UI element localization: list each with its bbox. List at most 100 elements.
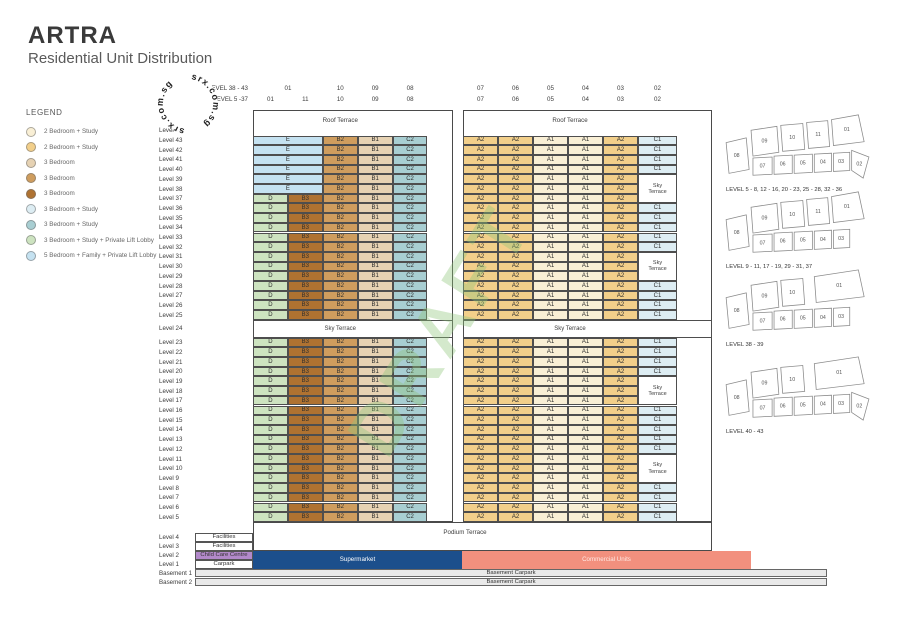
unit-cell-A1: A1 xyxy=(533,271,568,281)
legend-item: 3 Bedroom + Study xyxy=(26,219,98,230)
unit-cell-B1: B1 xyxy=(357,454,393,464)
legend-item: 3 Bedroom xyxy=(26,157,75,168)
unit-cell-A2: A2 xyxy=(498,376,533,387)
plan-unit-outline xyxy=(780,365,806,394)
plan-unit-number: 06 xyxy=(780,317,786,323)
unit-cell-B3: B3 xyxy=(287,222,323,233)
unit-cell-A2: A2 xyxy=(498,271,533,281)
level-label: Level 24 xyxy=(159,324,183,332)
level-label: Level 29 xyxy=(159,272,183,280)
unit-cell-A2: A2 xyxy=(603,502,638,513)
plan-unit-number: 01 xyxy=(844,204,850,210)
unit-cell-C2: C2 xyxy=(392,300,428,311)
unit-cell-C1: C1 xyxy=(638,164,677,175)
unit-cell-A2: A2 xyxy=(603,232,638,243)
plan-unit-number: 01 xyxy=(836,283,842,289)
level-label: Level 23 xyxy=(159,339,183,347)
unit-cell-C2: C2 xyxy=(392,424,428,435)
unit-cell-A2: A2 xyxy=(498,366,533,377)
plan-unit-outline xyxy=(851,391,870,421)
plan-unit-outline xyxy=(813,356,865,390)
unit-cell-A1: A1 xyxy=(568,386,603,396)
stack-number: 11 xyxy=(302,95,309,103)
unit-cell-B3: B3 xyxy=(287,502,323,513)
unit-cell-A1: A1 xyxy=(533,290,568,301)
unit-cell-A1: A1 xyxy=(568,463,603,474)
unit-cell-B2: B2 xyxy=(322,242,358,252)
level-label: Basement 2 xyxy=(159,578,193,586)
legend-item-label: 2 Bedroom + Study xyxy=(44,128,99,135)
unit-cell-C1: C1 xyxy=(638,444,677,454)
stack-number: 06 xyxy=(512,84,519,92)
plan-unit-number: 11 xyxy=(815,132,821,138)
level-label: Level 8 xyxy=(159,484,179,492)
unit-cell-A1: A1 xyxy=(533,261,568,272)
unit-cell-C1: C1 xyxy=(638,424,677,435)
unit-cell-B1: B1 xyxy=(357,300,393,311)
unit-cell-A2: A2 xyxy=(498,415,533,425)
floor-plan-caption: LEVEL 9 - 11, 17 - 19, 29 - 31, 37 xyxy=(726,264,813,270)
unit-cell-A2: A2 xyxy=(498,473,533,484)
unit-cell-C1: C1 xyxy=(638,405,677,416)
unit-cell-A1: A1 xyxy=(533,213,568,223)
unit-cell-A2: A2 xyxy=(498,310,533,320)
plan-unit-outline xyxy=(851,149,870,179)
level-label: Level 34 xyxy=(159,224,183,232)
unit-cell-A1: A1 xyxy=(533,386,568,396)
unit-cell-A1: A1 xyxy=(568,424,603,435)
unit-cell-A2: A2 xyxy=(463,281,498,291)
unit-cell-B2: B2 xyxy=(322,463,358,474)
unit-cell-A1: A1 xyxy=(533,415,568,425)
legend-swatch-B3 xyxy=(26,188,36,199)
plan-unit-outline xyxy=(752,311,773,331)
unit-cell-B2: B2 xyxy=(322,483,358,493)
unit-cell-E: E xyxy=(253,154,323,165)
floor-plan: 08 09 10 01 07 06 05 04 03 LEVEL 38 - 39 xyxy=(722,267,878,348)
unit-cell-B2: B2 xyxy=(322,281,358,291)
unit-cell-A2: A2 xyxy=(603,337,638,348)
unit-cell-C2: C2 xyxy=(392,347,428,357)
unit-cell-D: D xyxy=(253,357,288,367)
plan-unit-number: 07 xyxy=(760,241,766,247)
unit-cell-C1: C1 xyxy=(638,213,677,223)
unit-cell-C2: C2 xyxy=(392,444,428,454)
unit-cell-A2: A2 xyxy=(603,473,638,484)
plan-unit-number: 05 xyxy=(800,403,806,409)
legend-item: 2 Bedroom + Study xyxy=(26,142,98,152)
unit-cell-C2: C2 xyxy=(392,473,428,484)
plan-unit-outline xyxy=(780,278,806,307)
level-label: Level 22 xyxy=(159,348,183,356)
unit-cell-A2: A2 xyxy=(498,184,533,194)
basement-carpark-bar: Basement Carpark xyxy=(195,568,827,578)
unit-cell-A1: A1 xyxy=(568,281,603,291)
unit-cell-A2: A2 xyxy=(603,395,638,406)
unit-cell-D: D xyxy=(253,502,288,513)
unit-cell-A1: A1 xyxy=(568,395,603,406)
stack-number: 09 xyxy=(371,84,379,92)
unit-cell-A1: A1 xyxy=(568,473,603,484)
unit-cell-B3: B3 xyxy=(287,300,323,311)
unit-cell-C2: C2 xyxy=(392,251,428,262)
plan-unit-outline xyxy=(752,233,773,253)
unit-cell-C1: C1 xyxy=(638,366,677,377)
unit-cell-B3: B3 xyxy=(287,242,323,252)
unit-cell-D: D xyxy=(253,386,288,396)
level-label: Level 18 xyxy=(159,387,183,395)
unit-cell-D: D xyxy=(253,193,288,204)
unit-cell-C2: C2 xyxy=(392,290,428,301)
unit-cell-A2: A2 xyxy=(498,232,533,243)
unit-cell-A2: A2 xyxy=(603,492,638,503)
unit-cell-B3: B3 xyxy=(287,347,323,357)
unit-cell-C2: C2 xyxy=(392,310,428,320)
plan-unit-outline xyxy=(813,152,832,173)
legend-swatch-A1 xyxy=(26,126,36,137)
unit-cell-D: D xyxy=(253,415,288,425)
commercial-units-bar: Commercial Units xyxy=(462,550,751,569)
unit-cell-A1: A1 xyxy=(568,483,603,493)
legend-item-label: 3 Bedroom xyxy=(44,159,75,166)
unit-cell-A2: A2 xyxy=(603,213,638,223)
unit-cell-C1: C1 xyxy=(638,300,677,311)
stack-number: 01 xyxy=(267,95,274,103)
unit-cell-A2: A2 xyxy=(498,222,533,233)
